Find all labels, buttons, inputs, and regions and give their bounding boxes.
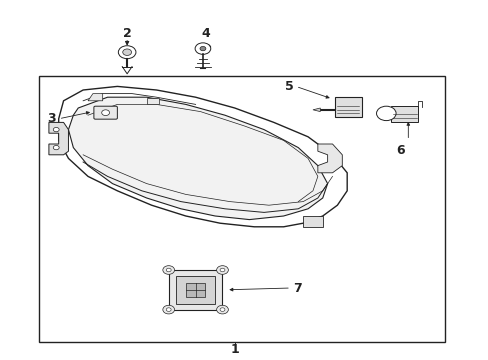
- Circle shape: [216, 305, 228, 314]
- Bar: [146, 98, 159, 104]
- Circle shape: [166, 308, 171, 311]
- Circle shape: [200, 46, 205, 51]
- Polygon shape: [88, 94, 102, 101]
- Circle shape: [163, 305, 174, 314]
- Bar: [176, 275, 215, 304]
- Circle shape: [195, 43, 210, 54]
- FancyBboxPatch shape: [94, 106, 117, 119]
- Circle shape: [376, 106, 395, 121]
- Circle shape: [53, 127, 59, 132]
- Text: 2: 2: [122, 27, 131, 40]
- Circle shape: [166, 268, 171, 272]
- Circle shape: [102, 110, 109, 116]
- Text: 4: 4: [201, 27, 209, 40]
- Bar: [390, 106, 417, 122]
- Text: 3: 3: [47, 112, 56, 125]
- Polygon shape: [312, 108, 320, 112]
- Polygon shape: [49, 122, 68, 155]
- Polygon shape: [68, 97, 327, 220]
- Bar: [303, 216, 322, 227]
- Polygon shape: [59, 86, 346, 227]
- Text: 7: 7: [293, 282, 302, 294]
- Bar: [334, 97, 361, 117]
- Circle shape: [163, 266, 174, 274]
- Text: 5: 5: [284, 80, 293, 93]
- Bar: [168, 270, 222, 310]
- Bar: [186, 283, 204, 297]
- Circle shape: [220, 308, 224, 311]
- Circle shape: [53, 145, 59, 150]
- Circle shape: [216, 266, 228, 274]
- Bar: [39, 76, 444, 342]
- Circle shape: [118, 46, 136, 59]
- Circle shape: [220, 268, 224, 272]
- Text: 6: 6: [396, 144, 405, 157]
- Text: 1: 1: [230, 343, 239, 356]
- Circle shape: [122, 49, 131, 55]
- Polygon shape: [317, 144, 342, 173]
